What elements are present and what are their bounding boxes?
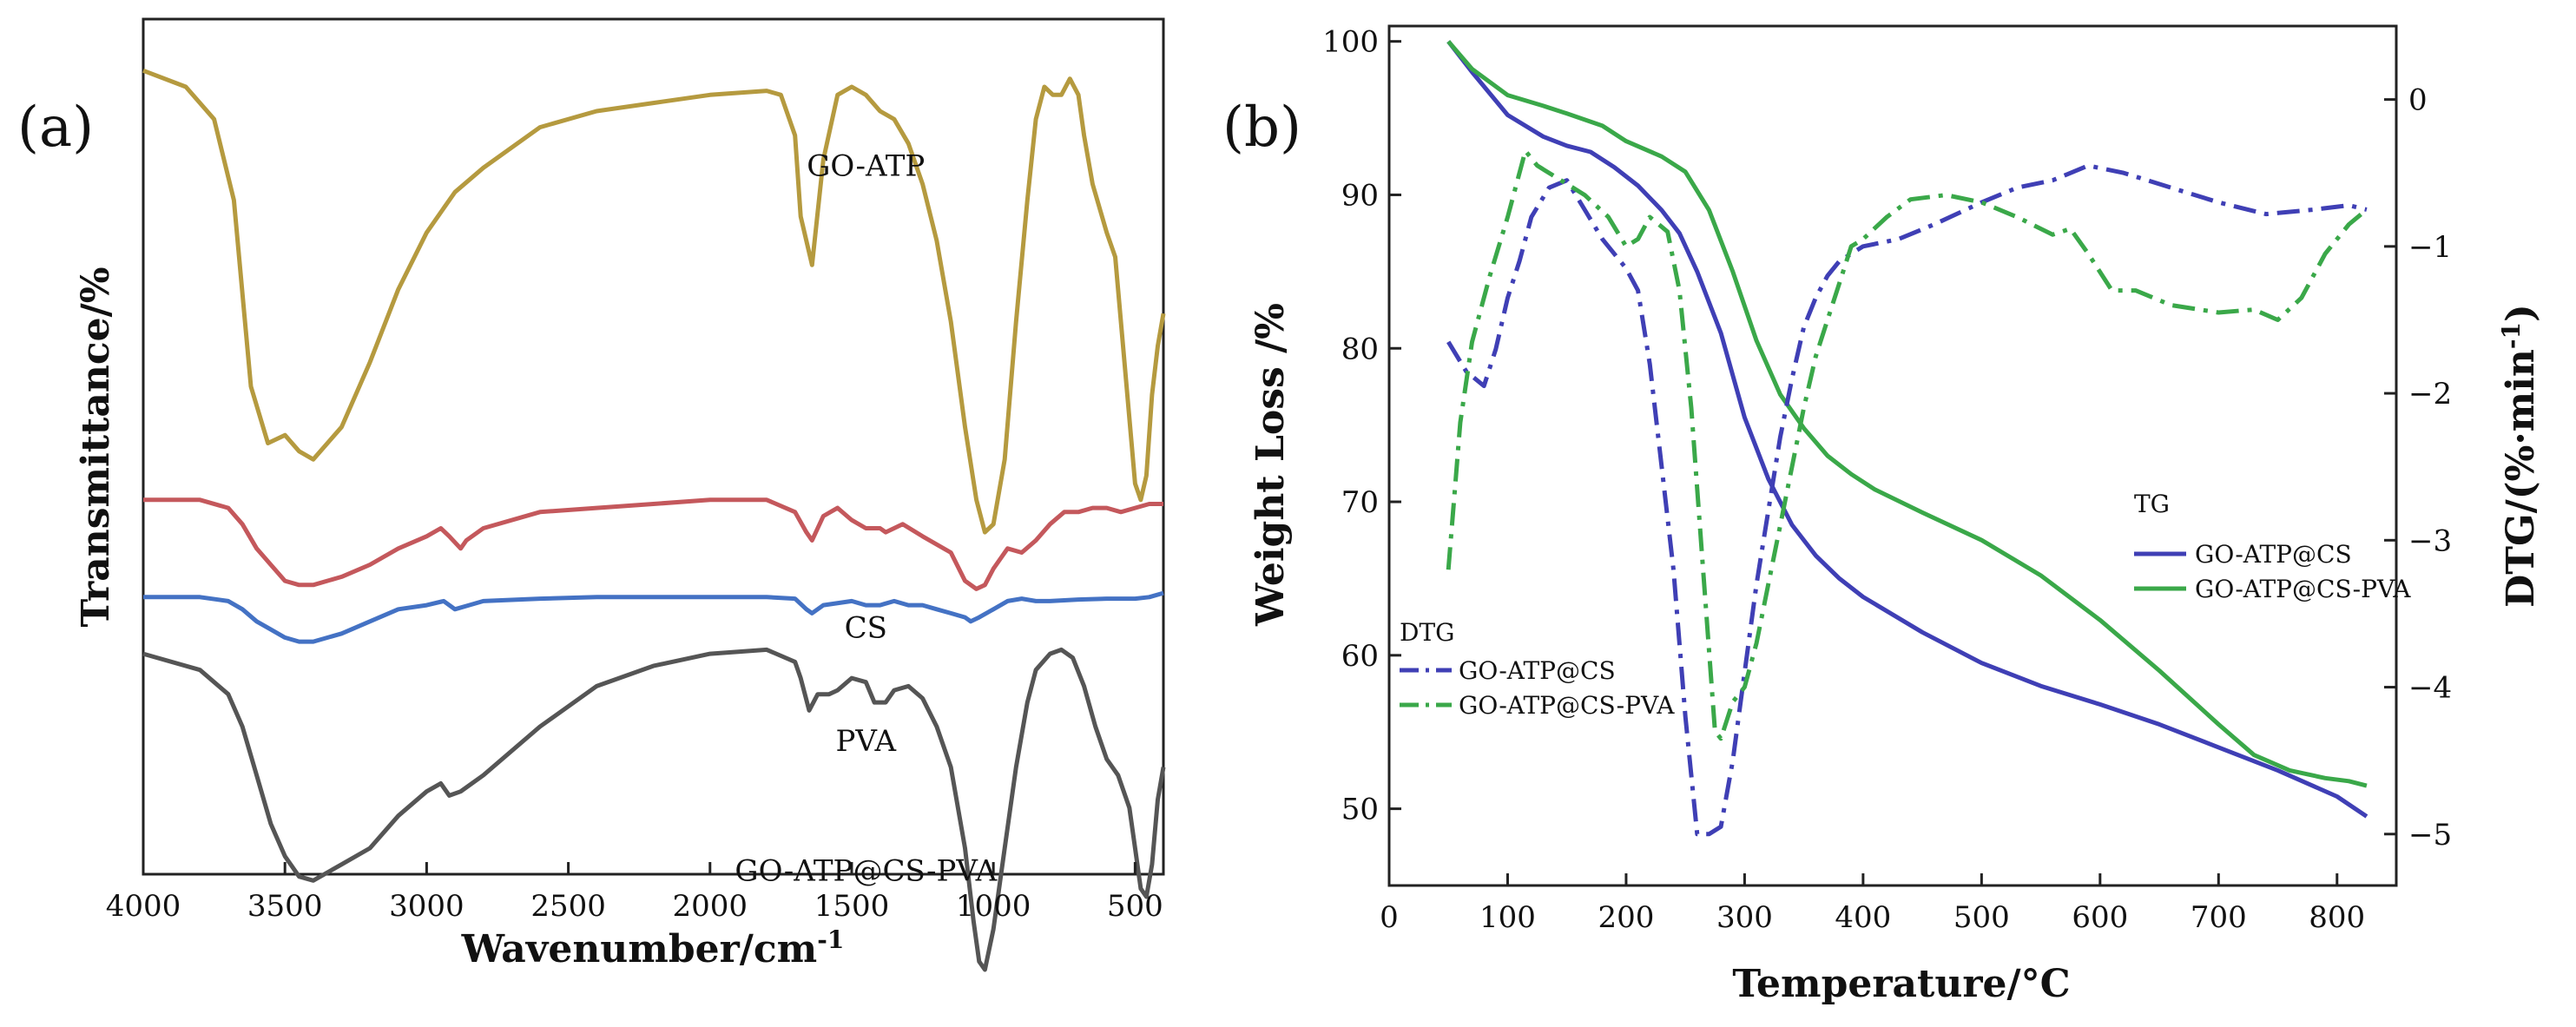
left-y-tick-label: 80 (1341, 332, 1379, 366)
x-tick-label: 400 (1835, 900, 1891, 935)
tg-line-go-atp-cs (1446, 40, 2368, 819)
x-tick-label: 200 (1598, 900, 1654, 935)
panel-b-tg-series (1446, 40, 2368, 819)
panel-a-x-axis-title: Wavenumber/cm-1 (461, 925, 845, 971)
panel-a-x-ticks: 4000 3500 3000 2500 2000 1500 1000 500 (106, 862, 1163, 924)
x-tick-label: 2500 (530, 889, 606, 924)
panel-a-y-axis-title: Transmittance/% (74, 267, 118, 627)
x-tick-label: 500 (1107, 889, 1163, 924)
x-tick-label: 1500 (814, 889, 890, 924)
dtg-legend-label-go-atp-cs: GO-ATP@CS (1459, 656, 1616, 685)
x-tick-label: 3500 (247, 889, 323, 924)
right-y-tick-label: −5 (2408, 818, 2452, 853)
series-line-cs (143, 497, 1163, 591)
panel-b-right-y-axis-title: DTG/(%·min-1) (2497, 304, 2543, 608)
tg-legend-label-go-atp-cs: GO-ATP@CS (2195, 540, 2352, 569)
panel-a-series-labels: GO-ATP CS PVA GO-ATP@CS-PVA (735, 149, 997, 889)
left-y-tick-label: 70 (1341, 485, 1379, 520)
x-tick-label: 2000 (673, 889, 748, 924)
x-tick-label: 3000 (389, 889, 464, 924)
panel-a-label: (a) (17, 95, 94, 160)
x-tick-label: 100 (1479, 900, 1536, 935)
x-tick-label: 1000 (956, 889, 1031, 924)
panel-b-x-ticks: 0 100 200 300 400 500 600 700 800 (1380, 873, 2365, 935)
x-tick-label: 500 (1953, 900, 2010, 935)
panel-b-x-axis-title: Temperature/°C (1732, 962, 2070, 1006)
x-tick-label: 700 (2191, 900, 2247, 935)
panel-b-left-y-ticks: 50 60 70 80 90 100 (1322, 25, 1401, 827)
panel-b: (b) 0 100 200 300 400 500 600 700 800 50 60 70 80 90… (1222, 24, 2543, 1006)
series-label-cs: CS (845, 610, 887, 645)
right-y-tick-label: −2 (2408, 377, 2452, 411)
x-tick-label: 0 (1380, 900, 1399, 935)
panel-b-left-y-axis-title: Weight Loss /% (1248, 303, 1293, 627)
left-y-tick-label: 90 (1341, 178, 1379, 213)
tg-line-go-atp-cs-pva (1446, 40, 2368, 788)
right-y-tick-label: 0 (2408, 83, 2428, 118)
panel-b-right-y-ticks: 0 −1 −2 −3 −4 −5 (2384, 83, 2452, 853)
panel-a-series (142, 68, 1166, 972)
dtg-line-go-atp-cs-pva (1446, 148, 2368, 741)
x-tick-label: 300 (1716, 900, 1773, 935)
tg-legend: TG GO-ATP@CS GO-ATP@CS-PVA (2134, 490, 2411, 603)
dtg-legend-title: DTG (1400, 618, 1455, 647)
right-y-tick-label: −4 (2408, 671, 2452, 706)
dtg-line-go-atp-cs (1446, 163, 2368, 837)
panel-b-frame (1387, 24, 2398, 887)
series-label-go-atp-cs-pva: GO-ATP@CS-PVA (735, 853, 997, 888)
right-y-tick-label: −1 (2408, 230, 2452, 265)
series-line-go-atp (142, 68, 1166, 535)
left-y-tick-label: 100 (1322, 25, 1379, 60)
tg-legend-label-go-atp-cs-pva: GO-ATP@CS-PVA (2195, 575, 2411, 603)
series-line-go-atp-cs-pva (142, 647, 1166, 972)
panel-b-dtg-series (1446, 148, 2368, 837)
tg-legend-title: TG (2134, 490, 2170, 518)
panel-a: (a) 4000 3500 3000 2500 2000 1500 1000 500 GO-A… (17, 17, 1166, 972)
left-y-tick-label: 60 (1341, 639, 1379, 674)
x-tick-label: 4000 (106, 889, 181, 924)
panel-b-label: (b) (1222, 95, 1301, 160)
panel-a-frame (142, 17, 1165, 876)
left-y-tick-label: 50 (1341, 793, 1379, 827)
series-label-go-atp: GO-ATP (807, 149, 925, 184)
x-tick-label: 600 (2072, 900, 2128, 935)
series-line-pva (143, 590, 1164, 644)
dtg-legend-label-go-atp-cs-pva: GO-ATP@CS-PVA (1459, 691, 1675, 720)
right-y-tick-label: −3 (2408, 523, 2452, 558)
dtg-legend: DTG GO-ATP@CS GO-ATP@CS-PVA (1400, 618, 1675, 720)
series-label-pva: PVA (835, 724, 896, 759)
x-tick-label: 800 (2309, 900, 2365, 935)
